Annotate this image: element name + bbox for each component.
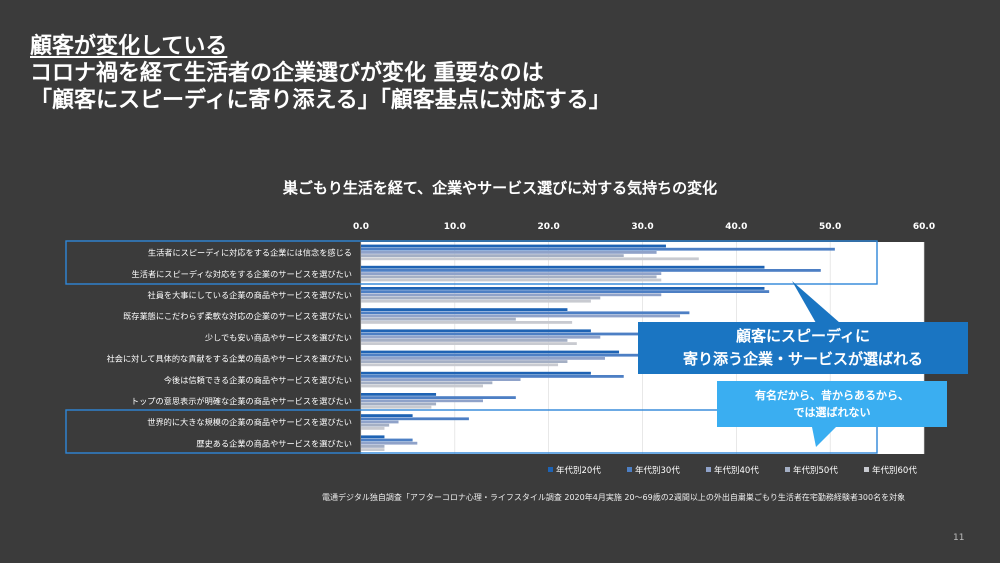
callout-not-famous-line-2: では選ばれない — [793, 406, 871, 419]
bar — [361, 329, 591, 333]
bar — [361, 363, 559, 367]
bar — [361, 357, 605, 360]
bar — [361, 308, 568, 311]
bar — [361, 251, 657, 254]
bar — [361, 445, 385, 448]
x-tick-label: 0.0 — [353, 222, 369, 232]
bar — [361, 399, 483, 403]
bar — [361, 438, 413, 442]
legend-label: 年代別40代 — [714, 465, 759, 476]
bar — [361, 287, 765, 290]
x-tick-label: 60.0 — [913, 222, 935, 232]
callout-not-famous: 有名だから、昔からあるから、 では選ばれない — [717, 381, 947, 427]
legend-label: 年代別60代 — [872, 465, 917, 476]
bar — [361, 396, 516, 399]
source-note: 電通デジタル独自調査「アフターコロナ心理・ライフスタイル調査 2020年4月実施… — [322, 493, 906, 502]
bar — [361, 448, 385, 451]
bar — [361, 423, 390, 427]
bar — [361, 321, 573, 324]
headline-line-1: 顧客が変化している — [30, 34, 228, 59]
category-label: 生活者にスピーディな対応をする企業のサービスを選びたい — [132, 269, 353, 279]
highlight-box-bottom — [65, 409, 878, 454]
legend-label: 年代別30代 — [635, 465, 680, 476]
bar — [361, 375, 624, 378]
bar — [361, 427, 385, 430]
bar — [361, 269, 821, 272]
category-label: 少しでも安い商品やサービスを選びたい — [205, 332, 352, 342]
callout-not-famous-line-1: 有名だから、昔からあるから、 — [755, 389, 909, 402]
category-label: 社員を大事にしている企業の商品やサービスを選びたい — [148, 290, 352, 300]
callout-speedy-pointer — [792, 281, 840, 323]
bar — [361, 405, 432, 409]
bar — [361, 257, 699, 261]
legend-label: 年代別50代 — [793, 465, 838, 476]
bar — [361, 435, 385, 439]
chart-title: 巣ごもり生活を経て、企業やサービス選びに対する気持ちの変化 — [282, 179, 718, 197]
bar — [361, 384, 483, 388]
callout-not-famous-pointer — [812, 427, 836, 447]
page-number: 11 — [953, 533, 965, 543]
bar — [361, 247, 835, 251]
legend-swatch — [548, 467, 553, 472]
x-tick-label: 20.0 — [538, 222, 560, 232]
category-label: 今後は信頼できる企業の商品やサービスを選びたい — [164, 375, 352, 385]
headline-line-2: コロナ禍を経て生活者の企業選びが変化 重要なのは — [30, 61, 544, 86]
bar — [361, 293, 662, 297]
callout-speedy-line-2: 寄り添う企業・サービスが選ばれる — [682, 350, 923, 368]
x-tick-label: 30.0 — [631, 222, 653, 232]
bar — [361, 381, 493, 385]
bar — [361, 272, 662, 275]
bar — [361, 402, 437, 406]
bar — [361, 317, 516, 321]
bar — [361, 265, 765, 269]
bar — [361, 342, 577, 345]
category-label: 既存業態にこだわらず柔軟な対応の企業のサービスを選びたい — [123, 311, 352, 321]
category-label: 社会に対して具体的な貢献をする企業の商品やサービスを選びたい — [107, 354, 352, 364]
bar — [361, 417, 469, 421]
bar — [361, 353, 671, 357]
category-label: 生活者にスピーディに対応をする企業には信念を感じる — [148, 248, 352, 258]
bar — [361, 275, 657, 279]
category-label: トップの意思表示が明確な企業の商品やサービスを選びたい — [131, 396, 352, 406]
bar — [361, 350, 620, 354]
bar — [361, 378, 521, 381]
category-label: 歴史ある企業の商品やサービスを選びたい — [196, 438, 352, 448]
callout-speedy: 顧客にスピーディに 寄り添う企業・サービスが選ばれる — [638, 322, 968, 374]
bar — [361, 441, 418, 445]
category-label: 世界的に大きな規模の企業の商品やサービスを選びたい — [147, 417, 352, 427]
bar — [361, 314, 681, 318]
bar — [361, 371, 591, 375]
bar — [361, 244, 666, 248]
x-tick-label: 40.0 — [725, 222, 747, 232]
highlight-box-top — [65, 240, 878, 285]
bar — [361, 360, 568, 363]
callout-speedy-line-1: 顧客にスピーディに — [736, 327, 870, 345]
legend-swatch — [864, 467, 869, 472]
bar — [361, 393, 437, 396]
bar — [361, 278, 662, 282]
bar — [361, 335, 601, 339]
bar — [361, 254, 624, 257]
legend-swatch — [627, 467, 632, 472]
x-tick-label: 50.0 — [819, 222, 841, 232]
bar — [361, 290, 770, 293]
legend-swatch — [706, 467, 711, 472]
bar — [361, 299, 591, 303]
headline-line-3: 「顧客にスピーディに寄り添える」「顧客基点に対応する」 — [30, 88, 611, 113]
bar — [361, 414, 413, 417]
legend-label: 年代別20代 — [556, 465, 601, 476]
x-tick-label: 10.0 — [444, 222, 466, 232]
bar — [361, 332, 648, 336]
bar — [361, 420, 399, 424]
headline: 顧客が変化している コロナ禍を経て生活者の企業選びが変化 重要なのは 「顧客にス… — [30, 34, 611, 114]
legend-swatch — [785, 467, 790, 472]
bar — [361, 296, 601, 300]
bar — [361, 339, 568, 342]
bar — [361, 311, 690, 315]
